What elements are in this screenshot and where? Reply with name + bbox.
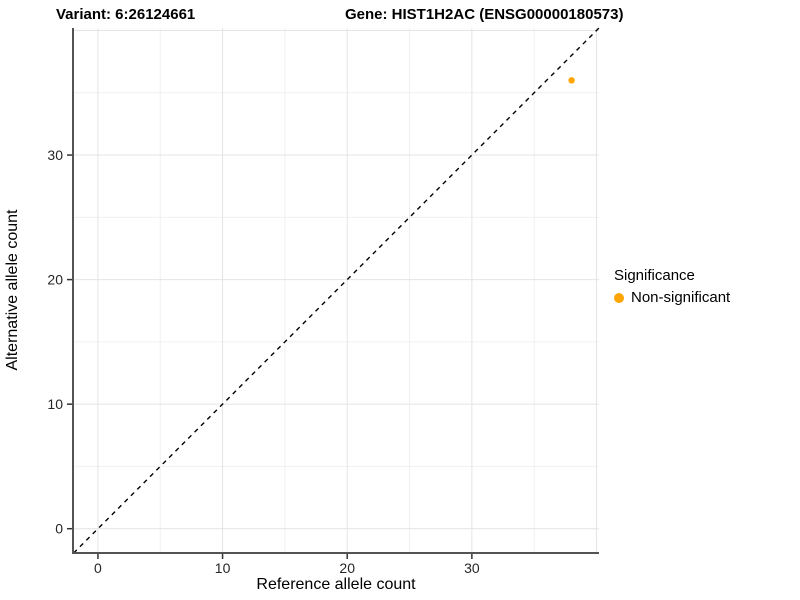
- identity-reference-line: [73, 27, 600, 554]
- legend-item-label: Non-significant: [631, 289, 731, 306]
- y-tick-label: 0: [55, 521, 63, 537]
- x-tick-label: 30: [464, 560, 480, 576]
- x-tick-label: 20: [339, 560, 355, 576]
- y-axis-title: Alternative allele count: [4, 209, 21, 371]
- y-tick-label: 30: [47, 147, 63, 163]
- y-tick-label: 10: [47, 396, 63, 412]
- x-axis-title: Reference allele count: [256, 576, 416, 593]
- legend-key-dot-icon: [614, 292, 624, 303]
- x-tick-label: 10: [215, 560, 231, 576]
- x-tick-label: 0: [94, 560, 102, 576]
- plot-title-gene: Gene: HIST1H2AC (ENSG00000180573): [345, 6, 624, 23]
- y-tick-label: 20: [47, 272, 63, 288]
- legend-title: Significance: [614, 267, 695, 284]
- data-point: [568, 77, 575, 84]
- legend: Significance Non-significant: [614, 267, 730, 306]
- legend-item-non-significant: Non-significant: [614, 289, 730, 306]
- plot-title-variant: Variant: 6:26124661: [56, 6, 196, 23]
